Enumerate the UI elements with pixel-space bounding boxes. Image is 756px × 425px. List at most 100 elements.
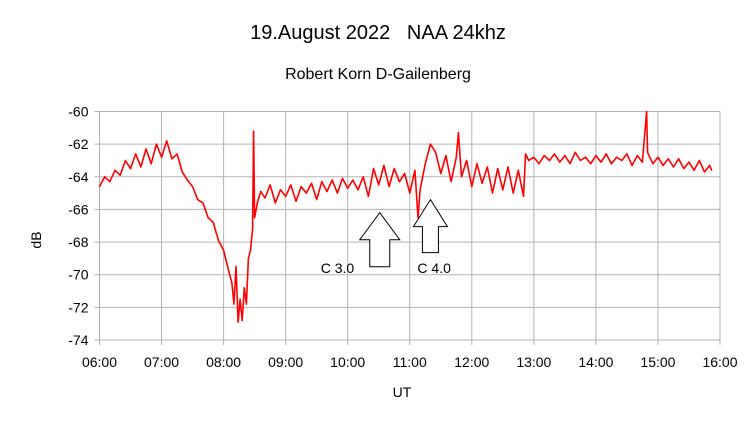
data-point [129, 168, 132, 170]
data-point [621, 159, 623, 162]
data-point [645, 110, 648, 113]
data-point [476, 163, 478, 165]
data-point [264, 197, 266, 199]
x-tick-label: 14:00 [578, 354, 613, 370]
data-point [688, 161, 690, 163]
data-point [249, 249, 252, 251]
data-point [119, 174, 121, 176]
data-point [223, 249, 225, 251]
y-axis-ticks: -60 -62 -64 -66 -68 -70 -72 -74 [68, 104, 88, 349]
data-point [693, 169, 695, 171]
data-point [564, 154, 566, 157]
data-point [104, 176, 106, 178]
data-point [709, 164, 711, 166]
data-point [512, 192, 514, 194]
y-tick-label: -68 [68, 234, 88, 250]
data-point [231, 282, 233, 284]
data-point [631, 164, 633, 166]
data-point [98, 185, 101, 188]
data-point [197, 199, 199, 201]
arrow-annotation [412, 198, 449, 254]
data-point [321, 181, 323, 183]
data-point [409, 192, 411, 194]
data-point [305, 192, 307, 194]
data-point [615, 156, 618, 158]
data-point [711, 169, 713, 171]
data-point [239, 298, 241, 300]
data-point [662, 164, 664, 166]
data-point [445, 154, 447, 157]
data-point [398, 181, 401, 183]
data-point [419, 189, 421, 191]
data-point [171, 158, 173, 160]
data-point [124, 159, 126, 162]
data-point [683, 168, 685, 170]
data-point [678, 158, 680, 160]
data-point [486, 166, 488, 168]
data-point [559, 161, 561, 163]
x-tick-label: 08:00 [206, 354, 241, 370]
data-point [114, 169, 116, 171]
data-point [548, 159, 550, 162]
data-point [269, 184, 271, 186]
data-point [584, 156, 587, 158]
data-point [181, 171, 183, 173]
data-point [247, 257, 250, 259]
data-point [414, 169, 416, 171]
x-tick-label: 07:00 [144, 354, 179, 370]
data-point [543, 154, 545, 157]
grid [94, 111, 721, 345]
data-point [357, 189, 359, 191]
data-point [254, 216, 256, 219]
data-point [367, 195, 369, 197]
y-tick-label: -66 [68, 201, 88, 217]
x-tick-label: 11:00 [393, 354, 427, 370]
data-point [109, 181, 111, 183]
annotation-label: C 3.0 [321, 260, 355, 276]
data-point [429, 143, 432, 145]
data-point [145, 148, 147, 150]
data-point [378, 184, 380, 186]
y-tick-label: -62 [68, 136, 88, 152]
data-point [352, 179, 354, 181]
data-point [595, 154, 597, 157]
data-point [610, 163, 613, 165]
data-point [440, 172, 442, 175]
data-point [388, 185, 390, 188]
data-point [466, 159, 468, 162]
data-point [347, 187, 349, 189]
data-point [207, 216, 209, 219]
data-point [285, 195, 287, 197]
y-tick-label: -74 [68, 332, 88, 348]
data-point [528, 159, 530, 162]
data-point [435, 151, 437, 153]
data-point [703, 171, 706, 173]
data-point [491, 192, 494, 194]
data-point [522, 195, 525, 197]
x-tick-label: 06:00 [82, 354, 117, 370]
x-axis-ticks: 06:00 07:00 08:00 09:00 10:00 11:00 12:00 13:00… [82, 354, 738, 370]
data-point [166, 140, 168, 142]
annotation-label: C 4.0 [417, 260, 451, 276]
data-point [574, 151, 576, 153]
data-point [140, 166, 142, 168]
data-point [235, 265, 237, 268]
data-point [502, 189, 504, 191]
data-point [457, 132, 459, 134]
data-point [160, 156, 163, 158]
data-point [507, 166, 509, 168]
data-point [497, 168, 499, 170]
data-point [417, 216, 419, 219]
data-point [641, 161, 644, 163]
data-point [372, 168, 375, 170]
data-point [657, 156, 659, 158]
data-point [533, 156, 535, 158]
annotations: C 3.0 C 4.0 [321, 198, 451, 276]
data-point [600, 161, 602, 163]
data-point [424, 163, 426, 165]
data-point [260, 190, 262, 193]
data-point [316, 199, 318, 201]
data-point [212, 221, 214, 224]
data-point [336, 192, 338, 194]
